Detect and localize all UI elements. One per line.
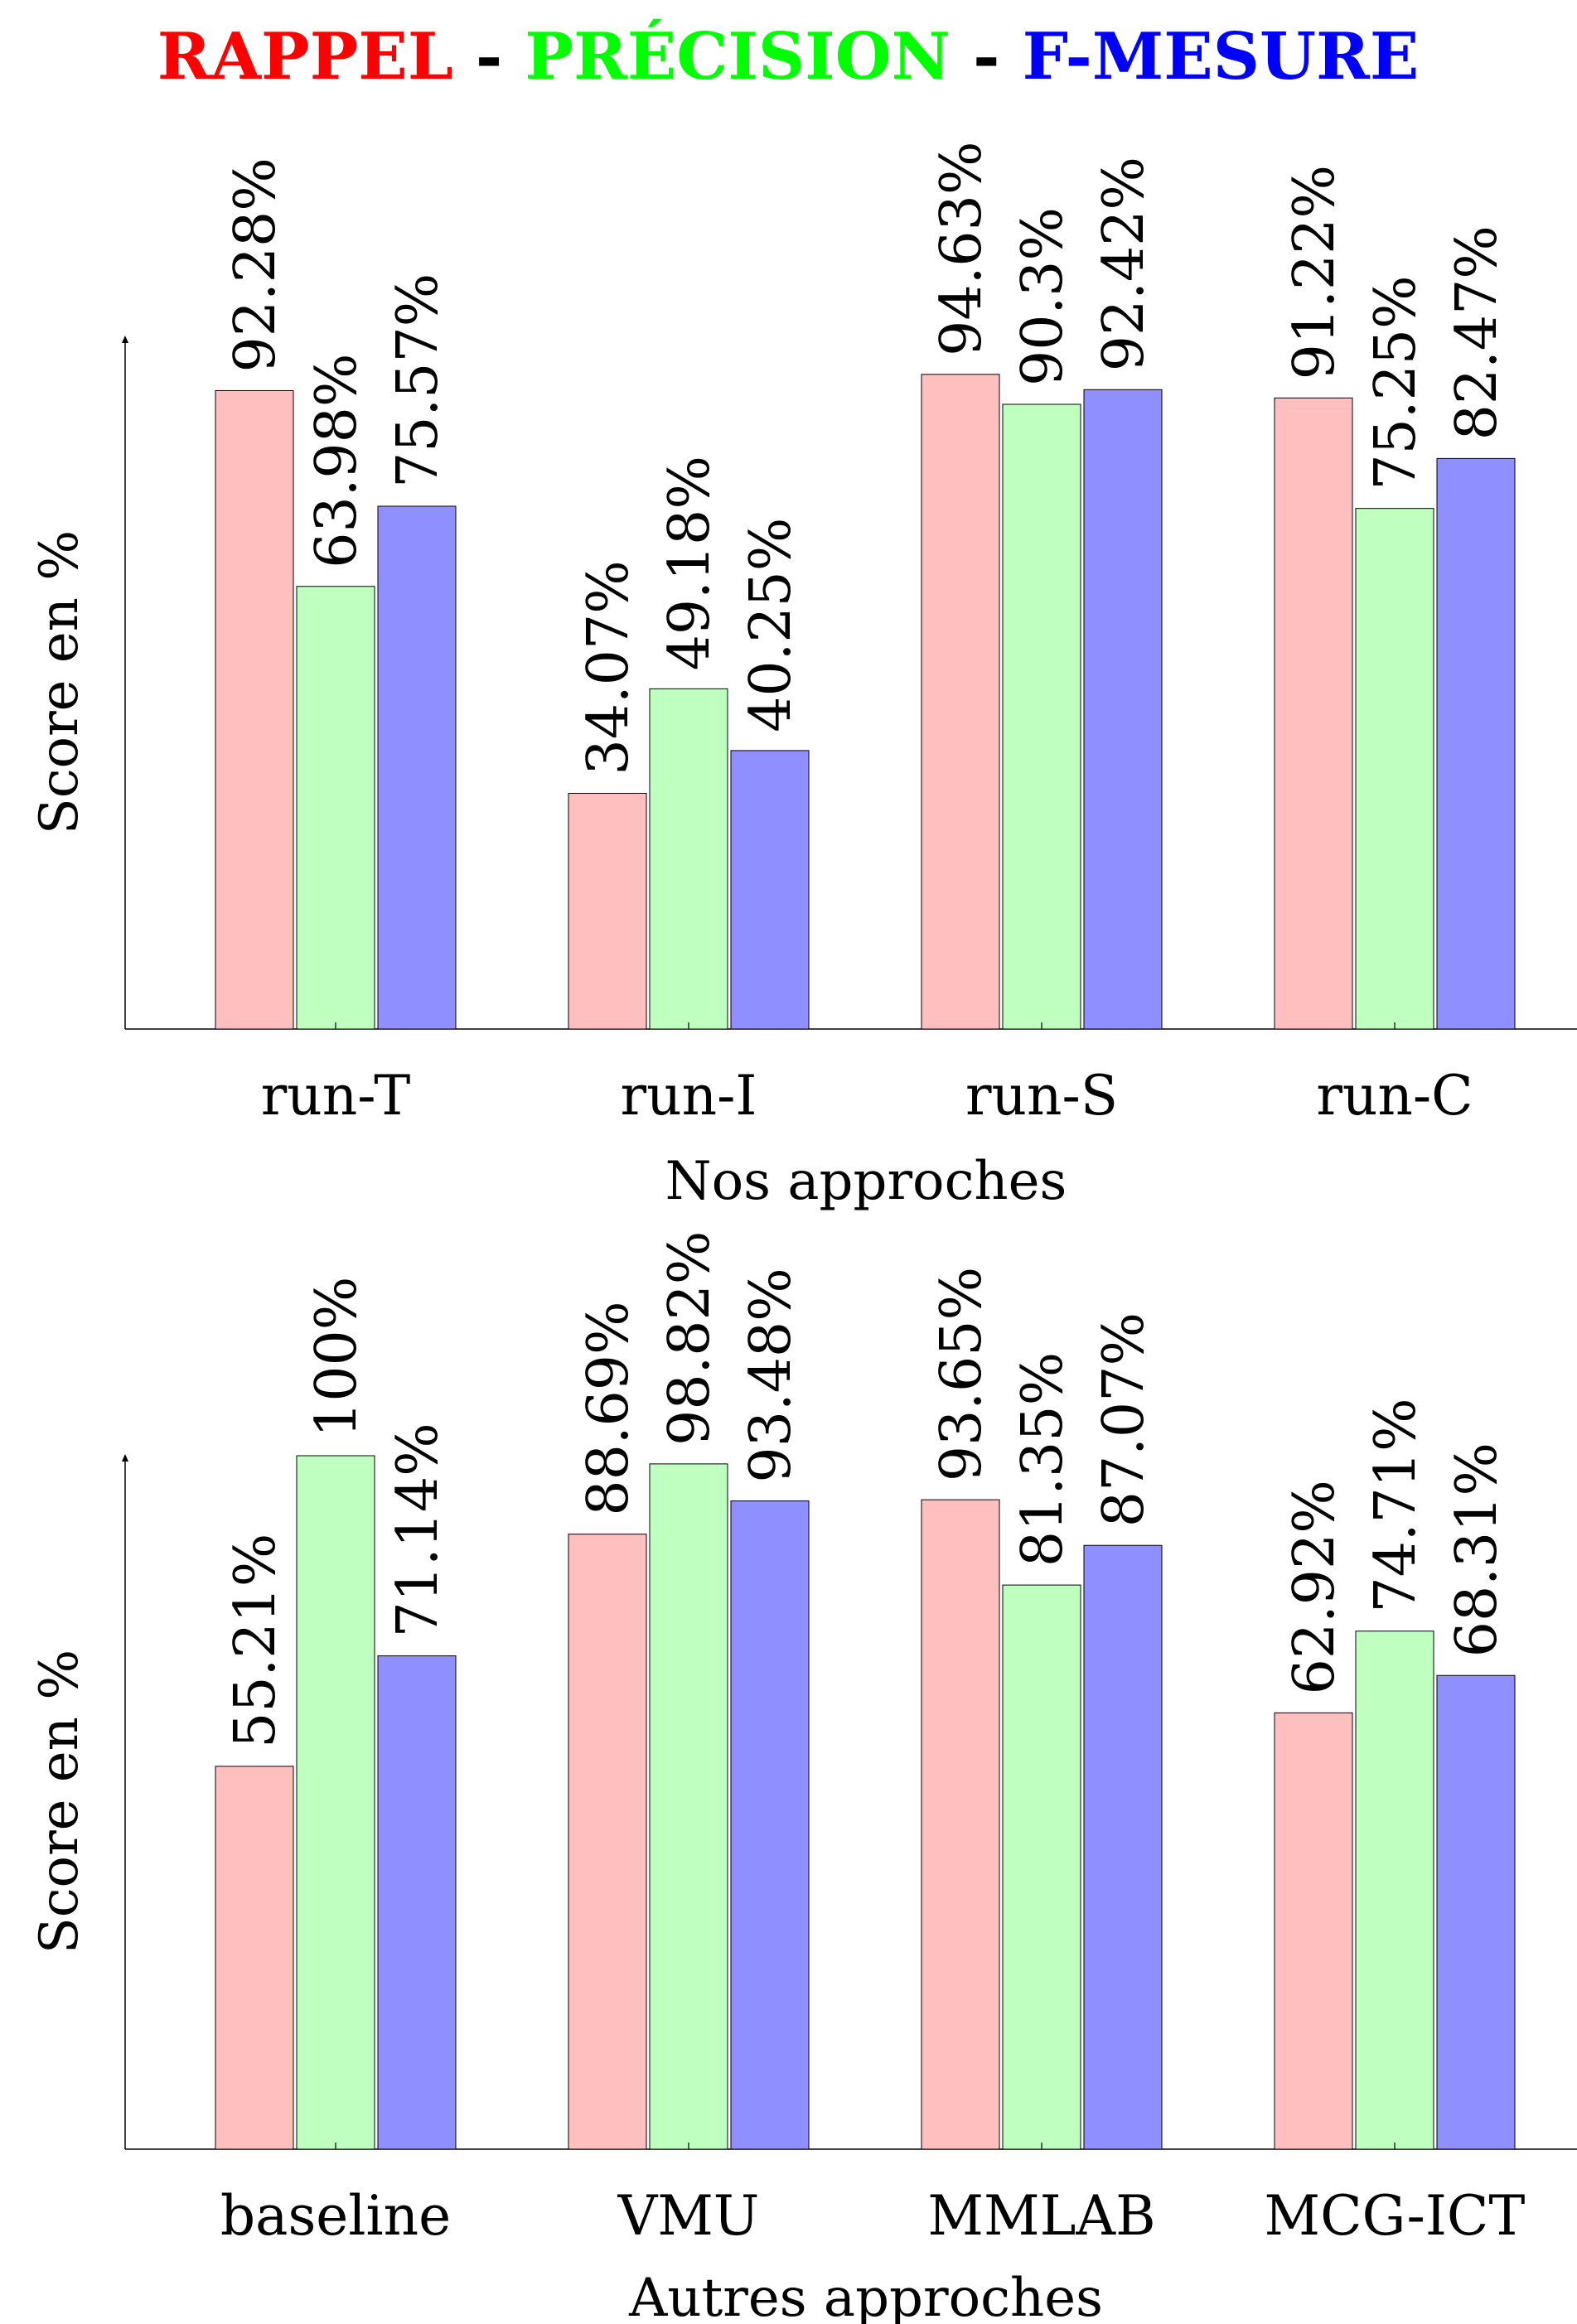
data-label: 92.28% (223, 157, 288, 372)
bar (296, 1455, 375, 2150)
bar (649, 688, 728, 1030)
data-label: 63.98% (304, 353, 370, 568)
data-label: 40.25% (738, 518, 804, 732)
bar (1436, 457, 1516, 1030)
bar (1355, 1631, 1434, 2150)
x-tick-label: run-C (1316, 1064, 1473, 1128)
y-axis-arrow (122, 336, 128, 343)
chart-title-part: RAPPEL (157, 19, 453, 94)
chart-title-part: PRÉCISION (525, 18, 951, 94)
bar (215, 389, 294, 1030)
x-tick-label: baseline (220, 2184, 451, 2248)
chart-title-part: F-MESURE (1023, 19, 1420, 94)
chart-panel-autres-approches: 55.21% 88.69% 93.65% 62.92% 100% 98.82% 81.35%… (29, 1231, 1577, 2324)
data-label: 34.07% (576, 560, 641, 775)
data-label: 55.21% (223, 1534, 288, 1748)
bar (730, 750, 810, 1030)
data-label: 71.14% (385, 1423, 451, 1637)
data-label: 92.42% (1091, 157, 1157, 371)
bar (1002, 403, 1081, 1030)
bar (1436, 1674, 1516, 2150)
bar (1274, 397, 1353, 1030)
bar (730, 1500, 810, 2150)
bar (921, 1499, 1000, 2150)
data-label: 49.18% (657, 456, 723, 670)
x-tick-label: run-I (621, 1064, 757, 1128)
chart-title: RAPPEL - PRÉCISION - F-MESURE (157, 18, 1420, 94)
chart-title-part: - (951, 19, 1023, 94)
x-tick-label: MCG-ICT (1265, 2184, 1526, 2248)
y-axis-arrow (122, 1454, 128, 1462)
data-label: 82.47% (1444, 225, 1510, 440)
data-label: 62.92% (1282, 1480, 1347, 1694)
bar (377, 1655, 457, 2150)
x-tick-label: VMU (617, 2184, 760, 2248)
bar (649, 1463, 728, 2150)
chart-panel-nos-approches: 92.28% 34.07% 94.63% 91.22% 63.98% 49.18% 90.3… (29, 142, 1577, 1212)
x-tick-label: run-S (965, 1064, 1118, 1128)
data-label: 94.63% (929, 142, 994, 356)
data-label: 74.71% (1363, 1398, 1429, 1612)
data-label: 75.25% (1363, 275, 1429, 490)
data-label: 90.3% (1010, 207, 1076, 386)
bar (1083, 1544, 1163, 2150)
bar (377, 505, 457, 1030)
data-label: 87.07% (1091, 1312, 1157, 1527)
bar (568, 793, 647, 1030)
x-axis-label: Autres approches (628, 2268, 1103, 2324)
data-label: 91.22% (1282, 165, 1347, 379)
bar (921, 374, 1000, 1030)
x-tick-label: run-T (261, 1064, 411, 1128)
data-label: 68.31% (1444, 1442, 1510, 1657)
bar (1355, 508, 1434, 1030)
bar (568, 1534, 647, 2150)
y-axis-label: Score en % (29, 1650, 90, 1954)
x-axis-label: Nos approches (665, 1151, 1067, 1212)
data-label: 88.69% (576, 1301, 641, 1515)
data-label: 81.35% (1010, 1352, 1076, 1567)
data-label: 98.82% (657, 1231, 723, 1446)
bar (296, 586, 375, 1030)
bar (1274, 1712, 1353, 2150)
x-tick-label: MMLAB (927, 2184, 1155, 2248)
bar (1083, 389, 1163, 1030)
chart-title-part: - (453, 19, 525, 94)
data-label: 75.57% (385, 273, 451, 488)
data-label: 93.48% (738, 1268, 804, 1482)
y-axis-label: Score en % (29, 530, 90, 834)
bar (1002, 1584, 1081, 2150)
bar (215, 1766, 294, 2150)
data-label: 100% (304, 1277, 370, 1437)
data-label: 93.65% (929, 1267, 994, 1481)
